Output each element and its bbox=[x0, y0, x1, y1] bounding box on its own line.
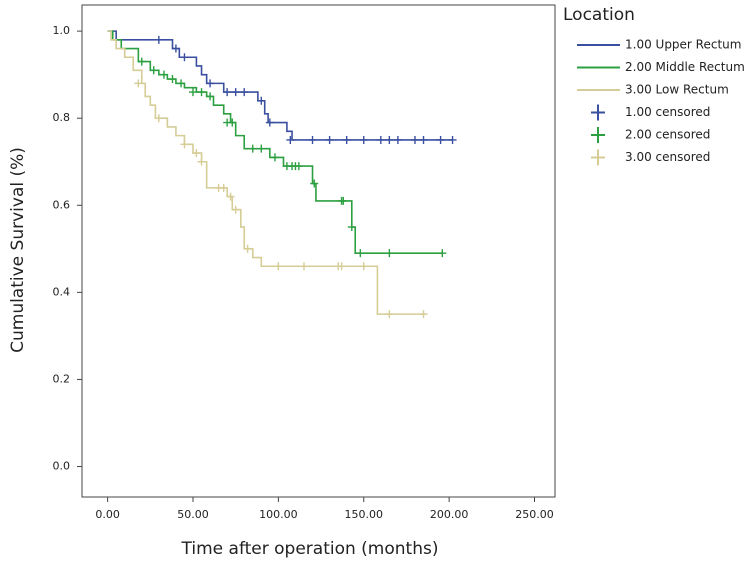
x-tick-label: 150.00 bbox=[345, 508, 384, 521]
censor-mark bbox=[385, 310, 394, 319]
censor-mark bbox=[228, 118, 237, 127]
survival-line bbox=[107, 30, 443, 254]
censor-mark bbox=[180, 53, 189, 62]
legend-label: 1.00 censored bbox=[625, 105, 710, 119]
censor-mark bbox=[448, 135, 457, 144]
censor-mark bbox=[359, 262, 368, 271]
legend-swatch bbox=[591, 127, 605, 143]
censor-mark bbox=[154, 35, 163, 44]
legend-label: 2.00 Middle Rectum bbox=[625, 60, 745, 74]
censor-mark bbox=[206, 79, 215, 88]
censor-mark bbox=[393, 135, 402, 144]
censor-mark bbox=[231, 88, 240, 97]
x-tick-label: 200.00 bbox=[430, 508, 469, 521]
censor-mark bbox=[240, 88, 249, 97]
censor-mark bbox=[192, 149, 201, 158]
censor-mark bbox=[310, 179, 319, 188]
censor-mark bbox=[410, 135, 419, 144]
legend-swatch bbox=[591, 104, 605, 121]
censor-mark bbox=[265, 118, 274, 127]
censor-mark bbox=[356, 249, 365, 258]
survival-line bbox=[107, 30, 453, 141]
legend-swatch bbox=[591, 149, 605, 166]
legend-label: 2.00 censored bbox=[625, 128, 710, 142]
censor-mark bbox=[219, 183, 228, 192]
censor-mark bbox=[206, 92, 215, 101]
y-tick-label: 0.8 bbox=[53, 111, 71, 124]
censor-mark bbox=[248, 144, 257, 153]
y-axis-label: Cumulative Survival (%) bbox=[8, 147, 28, 353]
censor-mark bbox=[171, 44, 180, 53]
y-tick-label: 0.4 bbox=[53, 285, 71, 298]
censor-mark bbox=[308, 135, 317, 144]
legend-title: Location bbox=[563, 5, 635, 25]
censor-mark bbox=[359, 135, 368, 144]
censor-mark bbox=[436, 135, 445, 144]
censor-mark bbox=[137, 57, 146, 66]
survival-line bbox=[107, 30, 426, 315]
x-tick-label: 0.00 bbox=[95, 508, 120, 521]
censor-mark bbox=[243, 244, 252, 253]
censor-mark bbox=[347, 223, 356, 232]
censor-mark bbox=[376, 135, 385, 144]
censor-mark bbox=[197, 88, 206, 97]
y-tick-label: 0.6 bbox=[53, 198, 71, 211]
censor-mark bbox=[134, 79, 143, 88]
y-tick-label: 1.0 bbox=[53, 24, 71, 37]
censor-mark bbox=[342, 135, 351, 144]
censor-mark bbox=[257, 96, 266, 105]
censor-mark bbox=[149, 66, 158, 75]
plot-frame bbox=[81, 4, 556, 498]
censor-mark bbox=[197, 157, 206, 166]
censor-mark bbox=[226, 192, 235, 201]
censor-mark bbox=[419, 135, 428, 144]
censor-mark bbox=[385, 135, 394, 144]
censor-mark bbox=[286, 135, 295, 144]
x-tick-label: 100.00 bbox=[259, 508, 298, 521]
legend-label: 3.00 censored bbox=[625, 150, 710, 164]
censor-mark bbox=[180, 140, 189, 149]
x-axis-label: Time after operation (months) bbox=[181, 539, 439, 559]
censor-mark bbox=[274, 262, 283, 271]
censor-mark bbox=[177, 79, 186, 88]
censor-mark bbox=[270, 153, 279, 162]
x-tick-label: 250.00 bbox=[515, 508, 554, 521]
x-tick-label: 50.00 bbox=[177, 508, 209, 521]
legend-label: 3.00 Low Rectum bbox=[625, 83, 729, 97]
censor-mark bbox=[154, 114, 163, 123]
censor-mark bbox=[339, 196, 348, 205]
censor-mark bbox=[223, 88, 232, 97]
legend-label: 1.00 Upper Rectum bbox=[625, 38, 741, 52]
censor-mark bbox=[438, 249, 447, 258]
censor-mark bbox=[257, 144, 266, 153]
censor-mark bbox=[325, 135, 334, 144]
censor-mark bbox=[294, 162, 303, 171]
censor-mark bbox=[419, 310, 428, 319]
censor-mark bbox=[337, 262, 346, 271]
censor-mark bbox=[188, 88, 197, 97]
y-tick-label: 0.2 bbox=[53, 372, 71, 385]
censor-mark bbox=[231, 205, 240, 214]
censor-mark bbox=[299, 262, 308, 271]
censor-mark bbox=[168, 75, 177, 84]
censor-mark bbox=[159, 70, 168, 79]
y-tick-label: 0.0 bbox=[53, 460, 71, 473]
censor-mark bbox=[385, 249, 394, 258]
